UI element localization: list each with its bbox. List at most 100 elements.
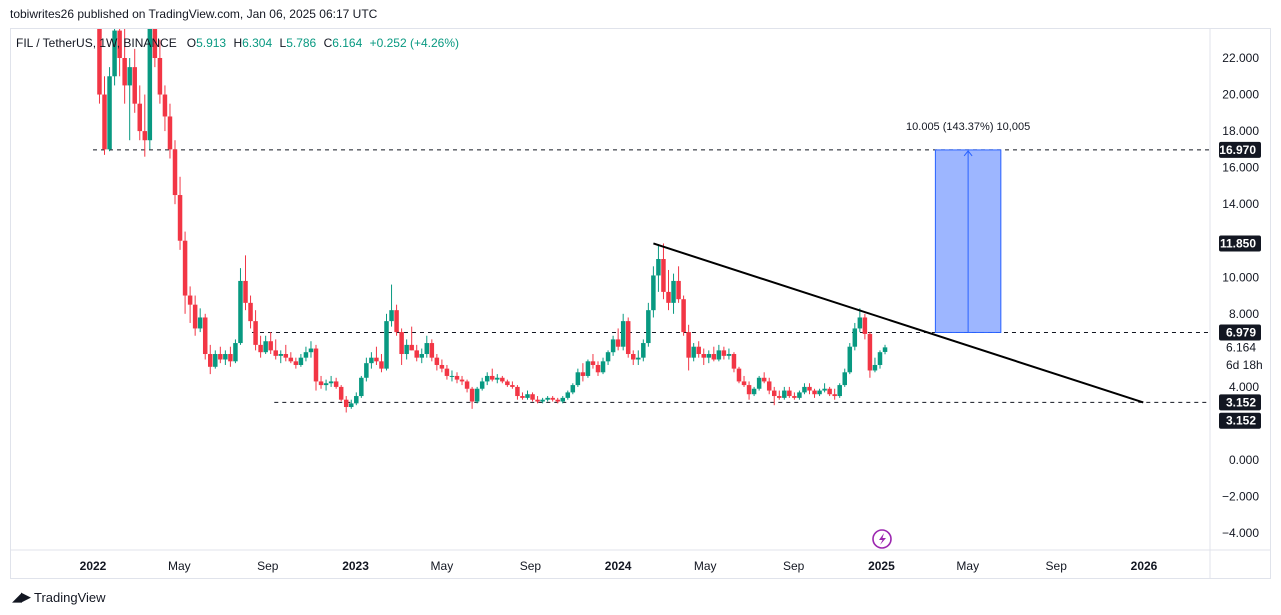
candle-body xyxy=(303,352,309,358)
candle-body xyxy=(253,321,258,345)
candle-2022-10-17 xyxy=(298,354,304,367)
candle-2022-03-07 xyxy=(137,85,143,141)
candle-2024-01-08 xyxy=(620,313,626,351)
candle-body xyxy=(792,396,797,398)
candle-2023-05-08 xyxy=(444,364,450,380)
candle-body xyxy=(726,354,732,356)
candle-body xyxy=(761,377,767,382)
candle-2024-03-25 xyxy=(676,266,681,303)
candle-2024-10-28 xyxy=(832,388,837,400)
candle-body xyxy=(802,386,807,393)
candle-2022-01-24 xyxy=(107,67,112,152)
candle-body xyxy=(570,385,576,393)
candle-body xyxy=(394,310,399,333)
candle-2022-08-01 xyxy=(243,255,248,311)
y-tick-label: 4.000 xyxy=(1229,380,1259,394)
candle-2024-10-21 xyxy=(827,386,832,397)
x-tick-label: Sep xyxy=(257,559,279,573)
candle-2024-10-14 xyxy=(822,383,827,393)
candle-body xyxy=(132,67,137,104)
candle-2023-05-15 xyxy=(449,370,455,382)
candle-2023-03-06 xyxy=(399,328,404,365)
candle-body xyxy=(429,343,435,358)
candle-2024-04-08 xyxy=(686,324,691,371)
candle-2024-07-15 xyxy=(756,375,762,391)
candle-2023-09-25 xyxy=(545,396,550,402)
candle-body xyxy=(560,397,565,402)
candle-body xyxy=(671,280,676,303)
candle-2023-06-19 xyxy=(474,386,480,404)
candle-body xyxy=(872,364,878,371)
candle-body xyxy=(107,76,112,150)
bolt-icon[interactable] xyxy=(872,529,892,549)
candle-2024-09-02 xyxy=(792,392,797,400)
candle-body xyxy=(530,394,535,400)
candle-2024-08-12 xyxy=(777,390,782,400)
candle-2022-08-15 xyxy=(253,310,258,351)
candle-2023-11-20 xyxy=(585,359,591,378)
candle-body xyxy=(419,354,425,358)
x-axis: 2022 May Sep 2023 May Sep 2024 May Sep 2025 May Sep… xyxy=(80,559,1158,573)
candle-body xyxy=(610,339,616,353)
symbol-name[interactable]: FIL / TetherUS, 1W, BINANCE xyxy=(16,36,177,50)
candle-body xyxy=(258,344,263,353)
candle-body xyxy=(142,131,148,141)
candle-2022-10-24 xyxy=(303,346,309,362)
candle-body xyxy=(364,363,369,378)
candle-body xyxy=(600,361,606,373)
candle-body xyxy=(333,381,339,387)
candle-2022-03-21 xyxy=(147,29,153,150)
candle-2022-11-14 xyxy=(318,375,324,389)
candle-body xyxy=(474,388,480,402)
candle-body xyxy=(233,343,238,362)
x-tick-label: 2022 xyxy=(80,559,107,573)
candle-2023-10-23 xyxy=(565,390,571,400)
candle-body xyxy=(535,399,540,402)
footer-brand[interactable]: ◢▶ TradingView xyxy=(12,589,106,605)
candle-body xyxy=(585,361,591,376)
candle-body xyxy=(177,195,183,241)
candle-2023-06-12 xyxy=(469,386,475,409)
candle-body xyxy=(787,390,792,397)
x-tick-label: Sep xyxy=(1046,559,1068,573)
candle-2024-04-22 xyxy=(696,341,701,358)
candle-2024-01-22 xyxy=(630,350,636,365)
candle-body xyxy=(404,344,409,355)
candle-2024-08-26 xyxy=(787,386,792,398)
candle-body xyxy=(223,354,228,360)
candle-body xyxy=(590,361,596,365)
candle-body xyxy=(646,310,651,344)
candle-2023-03-20 xyxy=(409,326,414,351)
candle-2023-09-04 xyxy=(530,392,535,402)
candle-2022-10-31 xyxy=(308,341,314,358)
measure-label: 10.005 (143.37%) 10,005 xyxy=(906,121,1030,133)
price-range-measure[interactable]: 10.005 (143.37%) 10,005 xyxy=(906,121,1030,333)
candle-body xyxy=(681,299,686,333)
candle-2022-04-18 xyxy=(167,103,173,159)
candle-body xyxy=(862,317,868,334)
trendline-layer[interactable] xyxy=(653,242,1144,404)
candle-body xyxy=(399,332,404,355)
candle-2024-12-02 xyxy=(857,308,863,333)
candle-body xyxy=(384,321,389,369)
candle-body xyxy=(434,357,440,365)
candle-2022-02-28 xyxy=(132,48,137,113)
candle-2023-03-13 xyxy=(404,339,409,360)
candle-2023-02-06 xyxy=(379,354,384,373)
candle-body xyxy=(827,388,832,395)
candle-2022-04-25 xyxy=(172,140,178,205)
candle-body xyxy=(213,354,218,367)
candle-2023-05-01 xyxy=(439,359,445,373)
candle-2022-07-25 xyxy=(238,268,243,345)
candle-body xyxy=(162,94,168,117)
candle-body xyxy=(736,368,742,382)
candle-body xyxy=(550,397,555,400)
candle-body xyxy=(192,304,198,329)
candle-body xyxy=(867,333,873,371)
candle-body xyxy=(751,388,757,395)
candle-2024-07-08 xyxy=(751,386,757,397)
candle-2024-06-10 xyxy=(731,352,737,373)
descending-trendline[interactable] xyxy=(653,242,1144,404)
candle-body xyxy=(288,357,294,362)
